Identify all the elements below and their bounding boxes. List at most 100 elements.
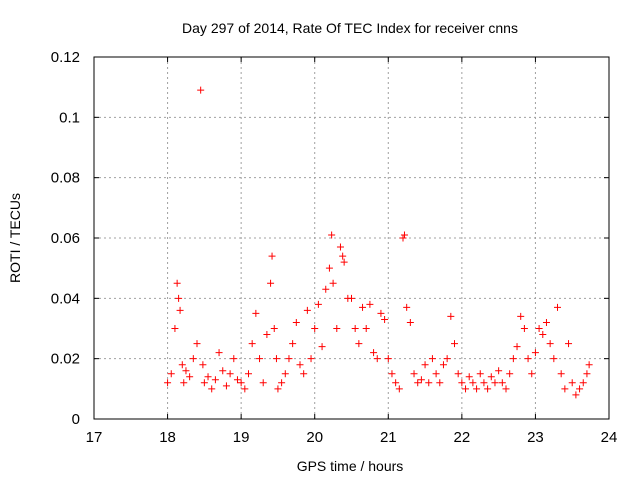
data-point — [318, 343, 326, 351]
data-point — [307, 355, 315, 363]
x-tick-label: 23 — [527, 429, 544, 446]
y-tick-label: 0.08 — [51, 170, 80, 187]
x-tick-label: 19 — [233, 429, 250, 446]
data-point — [520, 325, 528, 332]
data-point — [469, 379, 477, 387]
data-point — [417, 376, 425, 384]
data-point — [524, 355, 532, 363]
data-point — [256, 355, 264, 363]
data-point — [325, 264, 333, 272]
data-point — [300, 370, 308, 378]
x-tick-label: 18 — [159, 429, 176, 446]
data-point — [222, 382, 230, 390]
data-point — [204, 373, 212, 381]
data-point — [270, 325, 278, 332]
data-point — [348, 294, 355, 302]
data-point — [572, 391, 580, 399]
x-tick-label: 17 — [86, 429, 103, 446]
data-point — [458, 379, 466, 387]
data-point — [285, 355, 293, 363]
data-point — [583, 370, 591, 378]
data-point — [164, 379, 172, 387]
y-tick-label: 0.02 — [51, 351, 80, 368]
data-point — [554, 303, 561, 311]
data-point — [565, 340, 573, 348]
data-point — [502, 385, 510, 393]
data-point — [414, 379, 422, 387]
data-point — [311, 325, 319, 332]
data-point — [248, 340, 256, 348]
data-point — [176, 306, 184, 314]
data-point — [462, 385, 470, 393]
data-point — [395, 385, 403, 393]
data-point — [245, 370, 252, 378]
data-point — [432, 370, 440, 378]
data-point — [400, 231, 408, 239]
data-point — [175, 294, 183, 302]
data-point — [454, 370, 462, 378]
data-point — [219, 367, 227, 375]
data-point — [178, 361, 186, 369]
data-point — [576, 385, 584, 393]
data-point — [428, 355, 436, 363]
data-point — [237, 379, 245, 387]
data-point — [550, 355, 558, 363]
x-tick-label: 21 — [380, 429, 397, 446]
data-point — [359, 303, 367, 311]
data-point — [585, 361, 593, 369]
data-point — [289, 340, 297, 348]
data-point — [173, 279, 181, 287]
axis-ticks — [93, 56, 610, 420]
data-point — [528, 370, 536, 378]
data-points — [164, 86, 593, 399]
data-point — [200, 379, 208, 387]
data-point — [542, 318, 550, 326]
axis-tick-labels: 17 18 19 20 21 22 23 24 0 0.02 0.04 0.06 0.08 0.1 0.12 — [51, 49, 618, 446]
data-point — [292, 318, 300, 326]
data-point — [193, 340, 201, 348]
data-point — [296, 361, 304, 369]
data-point — [226, 370, 234, 378]
data-point — [340, 258, 348, 266]
data-point — [421, 361, 429, 369]
y-tick-label: 0.06 — [51, 230, 80, 247]
data-point — [230, 355, 238, 363]
data-point — [180, 379, 188, 387]
data-point — [484, 385, 492, 393]
data-point — [498, 379, 506, 387]
data-point — [384, 355, 392, 363]
data-point — [252, 309, 260, 317]
data-point — [473, 385, 481, 393]
data-point — [495, 367, 503, 375]
data-point — [517, 312, 525, 320]
data-point — [381, 315, 389, 323]
data-point — [268, 252, 276, 260]
data-point — [531, 349, 539, 357]
data-point — [197, 86, 205, 94]
data-point — [506, 370, 514, 378]
data-point — [355, 340, 363, 348]
data-point — [314, 300, 322, 308]
data-point — [476, 370, 484, 378]
data-point — [259, 379, 267, 387]
data-point — [388, 370, 396, 378]
data-point — [263, 331, 271, 339]
chart-title: Day 297 of 2014, Rate Of TEC Index for r… — [182, 20, 518, 36]
data-point — [439, 361, 447, 369]
data-point — [267, 279, 275, 287]
data-point — [373, 355, 381, 363]
data-point — [336, 243, 344, 251]
data-point — [509, 355, 517, 363]
data-point — [487, 373, 495, 381]
data-point — [215, 349, 223, 357]
data-point — [186, 373, 194, 381]
data-point — [171, 325, 179, 332]
y-tick-label: 0 — [72, 411, 80, 428]
data-point — [579, 379, 587, 387]
data-point — [167, 370, 175, 378]
data-point — [362, 325, 370, 332]
data-point — [199, 361, 207, 369]
data-point — [189, 355, 197, 363]
data-point — [233, 376, 241, 384]
